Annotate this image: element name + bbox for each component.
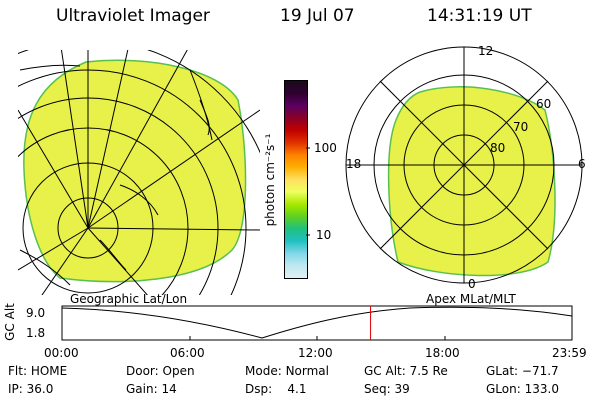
right-panel-caption: Apex MLat/MLT [426, 292, 516, 306]
color-scale-tick-100: 100 [314, 141, 337, 155]
mlat-label-70: 70 [513, 120, 529, 134]
timeline-tick-4: 23:59 [552, 346, 587, 360]
mlt-label-12: 12 [478, 44, 494, 58]
timeline-tick-3: 18:00 [425, 346, 460, 360]
color-scale-tick-10: 10 [316, 228, 332, 242]
app-title: Ultraviolet Imager [56, 6, 210, 26]
timeline-tick-0: 00:00 [44, 346, 79, 360]
header-date: 19 Jul 07 [280, 6, 355, 26]
left-panel-caption: Geographic Lat/Lon [70, 292, 188, 306]
altitude-timeline [61, 305, 573, 341]
altitude-curve [61, 306, 573, 339]
gain-status: Gain: 14 [126, 382, 177, 396]
mlat-label-80: 80 [490, 141, 506, 155]
dsp-status: Dsp: 4.1 [245, 382, 307, 396]
uv-emission-region-polar [387, 86, 556, 277]
mlt-label-18: 18 [346, 157, 362, 171]
geographic-map [18, 50, 260, 295]
uv-emission-region [23, 59, 247, 283]
timeline-ymin: 1.8 [26, 326, 46, 340]
color-scale-bar [284, 80, 308, 279]
polar-plot [345, 46, 583, 284]
header-time: 14:31:19 UT [427, 6, 532, 26]
mlat-label-60: 60 [536, 97, 552, 111]
timeline-tick-1: 06:00 [170, 346, 205, 360]
color-scale-unit-label: photon cm⁻²s⁻¹ [263, 133, 277, 227]
ip-status: IP: 36.0 [8, 382, 54, 396]
timeline-ymax: 9.0 [26, 306, 46, 320]
mlt-label-6: 6 [578, 157, 586, 171]
timeline-tick-2: 12:00 [298, 346, 333, 360]
flight-status: Flt: HOME [8, 364, 68, 378]
door-status: Door: Open [126, 364, 195, 378]
gcalt-status: GC Alt: 7.5 Re [364, 364, 448, 378]
glat-status: GLat: −71.7 [486, 364, 559, 378]
seq-status: Seq: 39 [364, 382, 410, 396]
mode-status: Mode: Normal [245, 364, 329, 378]
glon-status: GLon: 133.0 [486, 382, 559, 396]
mlt-label-0: 0 [468, 277, 476, 291]
color-scale-ticks [306, 147, 310, 236]
